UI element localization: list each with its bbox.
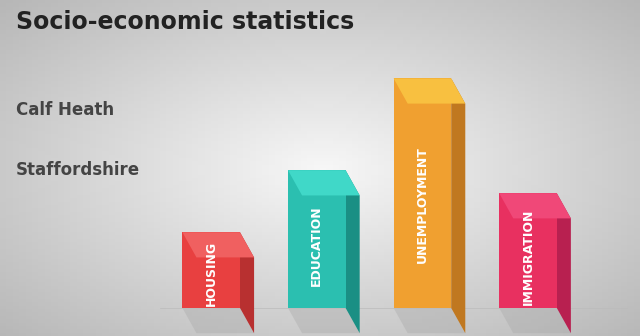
Polygon shape xyxy=(288,170,346,308)
Polygon shape xyxy=(394,78,465,103)
Polygon shape xyxy=(182,232,240,308)
Text: IMMIGRATION: IMMIGRATION xyxy=(522,208,534,304)
Polygon shape xyxy=(240,232,254,333)
Text: EDUCATION: EDUCATION xyxy=(310,206,323,286)
Text: Calf Heath: Calf Heath xyxy=(16,101,114,119)
Polygon shape xyxy=(182,232,254,257)
Text: Staffordshire: Staffordshire xyxy=(16,161,140,179)
Text: UNEMPLOYMENT: UNEMPLOYMENT xyxy=(416,146,429,263)
Polygon shape xyxy=(182,308,254,333)
Text: Socio-economic statistics: Socio-economic statistics xyxy=(16,10,355,34)
Polygon shape xyxy=(557,193,571,333)
Polygon shape xyxy=(346,170,360,333)
Text: HOUSING: HOUSING xyxy=(205,241,218,306)
Polygon shape xyxy=(394,78,451,308)
Polygon shape xyxy=(394,308,465,333)
Polygon shape xyxy=(499,193,557,308)
Polygon shape xyxy=(288,308,360,333)
Polygon shape xyxy=(288,170,360,196)
Polygon shape xyxy=(451,78,465,333)
Polygon shape xyxy=(499,308,571,333)
Polygon shape xyxy=(499,193,571,218)
